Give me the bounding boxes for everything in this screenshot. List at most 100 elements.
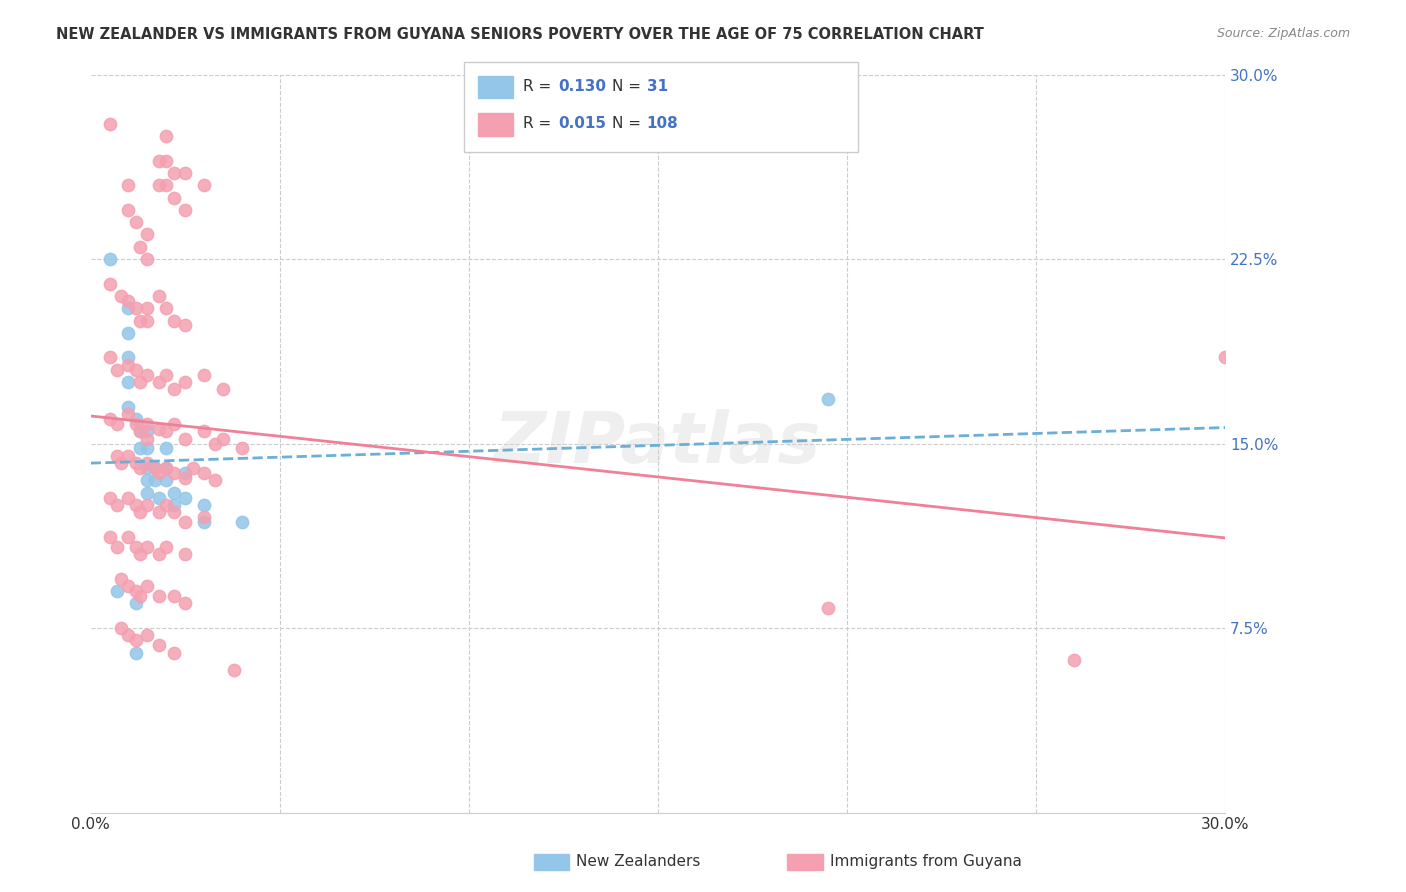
Point xyxy=(163,466,186,480)
Point xyxy=(125,417,148,431)
Text: 108: 108 xyxy=(647,116,679,130)
Point xyxy=(125,596,148,610)
Point xyxy=(125,412,148,426)
Point xyxy=(98,117,121,131)
Point xyxy=(148,422,170,436)
Point xyxy=(193,178,215,193)
Text: R =: R = xyxy=(523,79,557,94)
Point xyxy=(105,540,128,554)
Point xyxy=(110,456,132,470)
Point xyxy=(193,498,215,512)
Point xyxy=(136,474,159,488)
Point xyxy=(136,540,159,554)
Point xyxy=(128,442,150,456)
Point xyxy=(136,252,159,266)
Point xyxy=(204,474,226,488)
Point xyxy=(105,362,128,376)
Point xyxy=(128,461,150,475)
Text: Source: ZipAtlas.com: Source: ZipAtlas.com xyxy=(1216,27,1350,40)
Point xyxy=(98,412,121,426)
Point xyxy=(143,461,166,475)
Point xyxy=(148,375,170,389)
Point xyxy=(136,456,159,470)
Point xyxy=(148,589,170,603)
Point xyxy=(125,362,148,376)
Point xyxy=(136,313,159,327)
Point xyxy=(105,584,128,599)
Point xyxy=(174,375,197,389)
Text: N =: N = xyxy=(612,79,645,94)
Point xyxy=(125,646,148,660)
Point xyxy=(136,485,159,500)
Text: N =: N = xyxy=(612,116,645,130)
Point xyxy=(174,432,197,446)
Point xyxy=(136,432,159,446)
Point xyxy=(163,485,186,500)
Point xyxy=(155,368,177,382)
Point xyxy=(193,424,215,438)
Point xyxy=(155,498,177,512)
Point xyxy=(143,474,166,488)
Point xyxy=(193,515,215,529)
Point xyxy=(148,466,170,480)
Point xyxy=(163,589,186,603)
Text: ZIPatlas: ZIPatlas xyxy=(494,409,821,478)
Point xyxy=(136,227,159,242)
Point xyxy=(98,351,121,365)
Point xyxy=(136,368,159,382)
Text: Immigrants from Guyana: Immigrants from Guyana xyxy=(830,855,1021,869)
Point xyxy=(155,442,177,456)
Point xyxy=(128,424,150,438)
Point xyxy=(148,289,170,303)
Point xyxy=(174,202,197,217)
Point xyxy=(155,540,177,554)
Point xyxy=(117,178,139,193)
Point xyxy=(817,392,839,407)
Point xyxy=(110,621,132,635)
Point xyxy=(136,498,159,512)
Point xyxy=(117,351,139,365)
Point xyxy=(163,498,186,512)
Point xyxy=(1063,653,1085,667)
Point xyxy=(136,461,159,475)
Point xyxy=(136,301,159,316)
Point xyxy=(117,628,139,642)
Point xyxy=(163,190,186,204)
Point xyxy=(163,505,186,519)
Point xyxy=(128,505,150,519)
Point xyxy=(155,128,177,143)
Point xyxy=(136,628,159,642)
Point xyxy=(125,215,148,229)
Point xyxy=(155,153,177,168)
Point xyxy=(117,407,139,421)
Point xyxy=(163,166,186,180)
Point xyxy=(98,252,121,266)
Point xyxy=(128,547,150,561)
Point xyxy=(128,240,150,254)
Point xyxy=(117,579,139,593)
Point xyxy=(117,530,139,544)
Point xyxy=(174,466,197,480)
Point xyxy=(155,461,177,475)
Point xyxy=(163,383,186,397)
Point xyxy=(117,326,139,340)
Point xyxy=(155,301,177,316)
Point xyxy=(98,530,121,544)
Point xyxy=(212,383,235,397)
Point xyxy=(148,638,170,652)
Point xyxy=(817,601,839,615)
Point xyxy=(136,417,159,431)
Point xyxy=(110,572,132,586)
Point xyxy=(117,491,139,505)
Point xyxy=(105,498,128,512)
Text: 0.015: 0.015 xyxy=(558,116,606,130)
Point xyxy=(117,449,139,463)
Point xyxy=(125,301,148,316)
Text: 31: 31 xyxy=(647,79,668,94)
Point xyxy=(1213,351,1236,365)
Point xyxy=(125,633,148,648)
Point xyxy=(125,540,148,554)
Point xyxy=(181,461,204,475)
Point xyxy=(231,442,253,456)
Point xyxy=(128,313,150,327)
